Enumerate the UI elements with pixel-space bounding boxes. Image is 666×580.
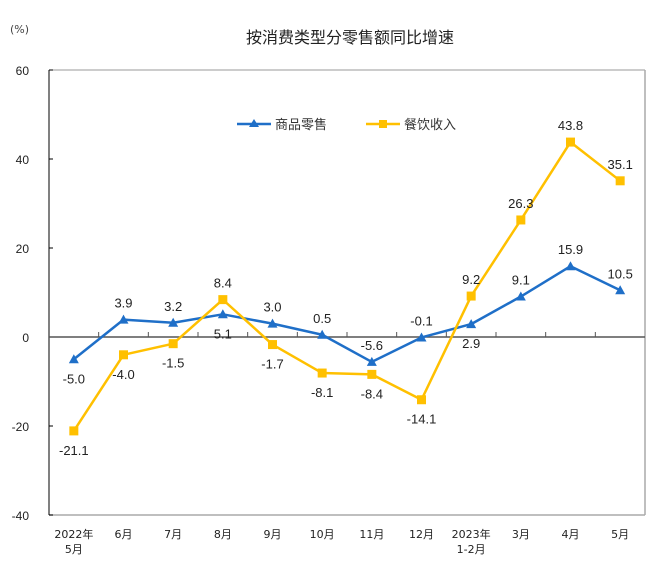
legend-marker-square-icon xyxy=(379,120,387,128)
data-label: -21.1 xyxy=(59,443,89,458)
legend: 商品零售 餐饮收入 xyxy=(237,117,456,133)
data-point-marker xyxy=(466,291,476,301)
data-label: 2.9 xyxy=(462,336,480,351)
series-catering-revenue: -21.1 -4.0 -1.5 8.4 -1.7 -8.1 -8.4 -14.1 9.2 26.3… xyxy=(59,118,633,458)
x-tick-label: 4月 xyxy=(562,528,580,541)
x-tick-label: 12月 xyxy=(409,528,434,541)
data-label: 9.1 xyxy=(512,273,530,288)
data-label: 0.5 xyxy=(313,311,331,326)
data-label: -1.5 xyxy=(162,356,184,371)
y-tick-label: 20 xyxy=(16,242,30,256)
data-point-marker xyxy=(118,314,129,324)
data-label: 35.1 xyxy=(608,157,633,172)
data-label: -1.7 xyxy=(261,357,283,372)
series-line xyxy=(72,140,621,432)
y-tick-label: -20 xyxy=(12,420,30,434)
data-label: 15.9 xyxy=(558,242,583,257)
data-label: 9.2 xyxy=(462,272,480,287)
data-point-marker xyxy=(615,285,626,295)
y-tick-label: 60 xyxy=(16,64,30,78)
x-tick-label: 2022年 xyxy=(54,527,93,541)
data-point-marker xyxy=(268,340,277,350)
x-tick-label: 3月 xyxy=(512,528,530,541)
data-label: 10.5 xyxy=(608,266,633,281)
data-point-marker xyxy=(217,309,228,319)
legend-marker-triangle-icon xyxy=(249,119,259,127)
x-tick-label: 11月 xyxy=(359,528,384,541)
data-label: 26.3 xyxy=(508,196,533,211)
data-label: -4.0 xyxy=(112,367,134,382)
data-point-marker xyxy=(267,318,278,328)
data-point-marker xyxy=(366,356,377,366)
data-label: 3.9 xyxy=(114,296,132,311)
series-goods-retail: -5.0 3.9 3.2 5.1 3.0 0.5 -5.6 -0.1 2.9 9.1 15.9 10.… xyxy=(63,242,633,386)
y-tick-label: 0 xyxy=(22,331,29,345)
y-tick-label: 40 xyxy=(16,153,30,167)
data-label: 43.8 xyxy=(558,118,583,133)
chart-title: 按消费类型分零售额同比增速 xyxy=(246,28,454,47)
x-tick-label: 7月 xyxy=(164,528,182,541)
x-tick-label: 2023年 xyxy=(452,527,491,541)
data-label: -8.4 xyxy=(361,386,383,401)
data-point-marker xyxy=(317,368,327,378)
data-point-marker xyxy=(68,354,79,364)
data-point-marker xyxy=(615,176,625,186)
data-point-marker xyxy=(565,261,576,271)
x-tick-label: 8月 xyxy=(214,528,232,541)
data-point-marker xyxy=(466,319,477,329)
data-point-marker xyxy=(168,317,179,327)
data-point-marker xyxy=(367,369,377,379)
data-point-marker xyxy=(516,215,526,225)
x-tick-label: 10月 xyxy=(310,528,335,541)
x-tick-label: 9月 xyxy=(264,528,282,541)
data-label: 3.2 xyxy=(164,299,182,314)
data-point-marker xyxy=(416,332,427,342)
data-label: -5.0 xyxy=(63,371,85,386)
data-point-marker xyxy=(69,426,79,436)
data-point-marker xyxy=(218,295,228,305)
data-label: 3.0 xyxy=(263,300,281,315)
legend-label: 商品零售 xyxy=(275,117,327,133)
x-tick-label: 5月 xyxy=(65,543,83,556)
data-label: -14.1 xyxy=(407,412,437,427)
data-label: -8.1 xyxy=(311,385,333,400)
x-tick-label: 1-2月 xyxy=(457,543,486,556)
data-point-marker xyxy=(566,137,575,147)
data-point-marker xyxy=(168,339,178,349)
y-tick-label: -40 xyxy=(12,509,30,523)
x-tick-label: 6月 xyxy=(115,528,133,541)
data-label: 8.4 xyxy=(214,276,232,291)
x-tick-label: 5月 xyxy=(611,528,629,541)
data-point-marker xyxy=(515,291,526,301)
y-axis-unit: (%) xyxy=(10,23,29,36)
data-label: -5.6 xyxy=(361,338,383,353)
data-label: 5.1 xyxy=(214,326,232,341)
data-point-marker xyxy=(417,395,426,405)
legend-label: 餐饮收入 xyxy=(404,117,456,133)
data-label: -0.1 xyxy=(410,313,432,328)
data-point-marker xyxy=(317,329,328,339)
data-point-marker xyxy=(119,350,128,360)
series-line xyxy=(73,264,621,364)
